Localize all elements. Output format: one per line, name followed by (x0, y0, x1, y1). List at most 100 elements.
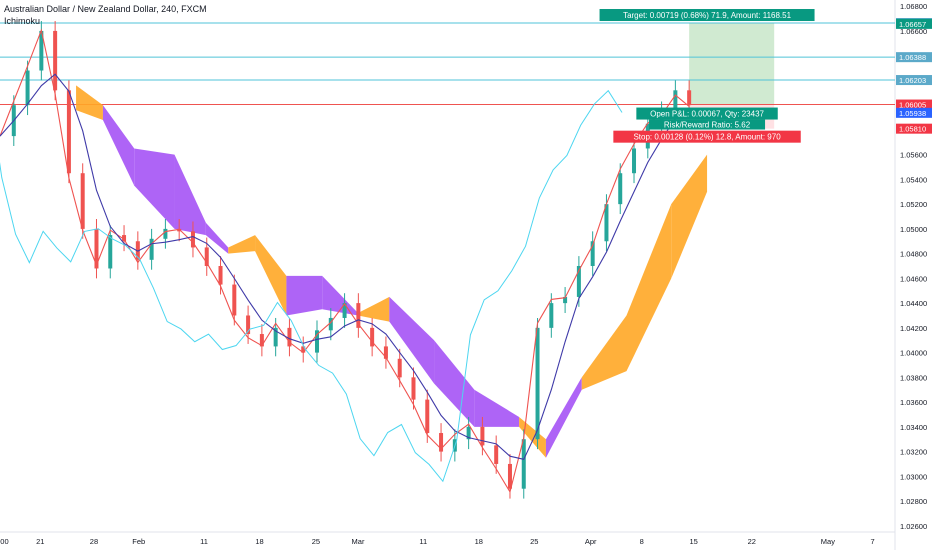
candle-body (190, 231, 195, 248)
x-tick-label: Mar (352, 537, 365, 546)
x-tick-label: 00 (0, 537, 8, 546)
candle-body (480, 426, 485, 446)
candle-body (80, 173, 85, 229)
target-label-bg (599, 9, 815, 22)
candle-body (39, 30, 44, 71)
y-tick-label: 1.03200 (900, 448, 927, 457)
ichimoku-cloud-segment (545, 377, 582, 458)
candle-body (232, 284, 237, 316)
y-tick-label: 1.03800 (900, 373, 927, 382)
ichimoku-cloud-segment (358, 296, 390, 322)
candle-body (673, 90, 678, 112)
y-tick-label: 1.06800 (900, 2, 927, 11)
candle-body (687, 90, 692, 106)
open-pl-label: Open P&L: 0.00067, Qty: 23437 (650, 110, 764, 119)
x-tick-label: 15 (689, 537, 697, 546)
y-tick-label: 1.04600 (900, 274, 927, 283)
candle-body (590, 241, 595, 266)
ichimoku-cloud-segment (174, 154, 206, 236)
price-tag-bg (896, 18, 932, 29)
stop-label: Stop: 0.00128 (0.12%) 12.8, Amount: 970 (633, 133, 781, 142)
target-label: Target: 0.00719 (0.68%) 71.9, Amount: 11… (623, 11, 792, 20)
ichimoku-cloud-segment (255, 235, 287, 316)
y-tick-label: 1.03400 (900, 423, 927, 432)
price-tag: 1.06005 (899, 101, 926, 110)
candle-body (149, 238, 154, 260)
y-tick-label: 1.04400 (900, 299, 927, 308)
x-tick-label: 18 (475, 537, 483, 546)
x-tick-label: 25 (312, 537, 320, 546)
price-tag: 1.05810 (899, 125, 926, 134)
ichimoku-cloud-segment (389, 296, 435, 384)
y-tick-label: 1.03000 (900, 472, 927, 481)
lagging-span (0, 89, 623, 483)
ichimoku-cloud-segment (134, 148, 175, 229)
candle-body (315, 330, 320, 353)
ichimoku-cloud-segment (474, 389, 520, 427)
candle-body (411, 377, 416, 400)
x-tick-label: Apr (585, 537, 597, 546)
candle-body (342, 303, 347, 318)
x-tick-label: 8 (640, 537, 644, 546)
rr-label-bg (649, 119, 766, 130)
x-tick-label: 11 (200, 537, 208, 546)
y-tick-label: 1.05200 (900, 200, 927, 209)
candle-body (549, 303, 554, 328)
ichimoku-cloud-segment (205, 222, 229, 254)
open-pl-label-bg (636, 107, 778, 120)
y-tick-label: 1.05600 (900, 151, 927, 160)
ichimoku-cloud-segment (228, 235, 256, 254)
risk-reward-label: Risk/Reward Ratio: 5.62 (664, 121, 751, 130)
x-tick-label: 11 (419, 537, 427, 546)
candle-body (383, 346, 388, 359)
candle-body (356, 303, 361, 328)
candle-body (108, 235, 113, 269)
x-tick-label: 21 (36, 537, 44, 546)
candle-body (53, 30, 58, 91)
symbol-title: Australian Dollar / New Zealand Dollar, … (4, 4, 207, 14)
price-tag-bg (896, 107, 932, 118)
ichimoku-cloud-segment (286, 275, 323, 316)
candle-body (122, 235, 127, 242)
price-tag: 1.06203 (899, 76, 926, 85)
price-tag-bg (896, 52, 932, 63)
target-zone (689, 23, 775, 105)
candle-body (425, 399, 430, 434)
candle-body (218, 266, 223, 285)
candle-body (466, 426, 471, 440)
ichimoku-cloud-segment (76, 85, 103, 121)
y-tick-label: 1.04800 (900, 250, 927, 259)
candle-body (246, 315, 251, 335)
candle-body (535, 327, 540, 440)
candle-body (287, 327, 292, 347)
x-tick-label: 22 (748, 537, 756, 546)
price-tag-bg (896, 75, 932, 86)
indicator-label[interactable]: Ichimoku (4, 16, 41, 26)
candle-body (521, 439, 526, 489)
candle-body (94, 228, 99, 269)
candle-body (259, 334, 264, 347)
y-tick-label: 1.05400 (900, 175, 927, 184)
candle-body (618, 173, 623, 205)
y-tick-label: 1.04200 (900, 324, 927, 333)
x-tick-label: May (821, 537, 835, 546)
price-tag: 1.05938 (899, 109, 926, 118)
candle-body (273, 327, 278, 347)
y-tick-label: 1.04000 (900, 349, 927, 358)
candle-body (439, 433, 444, 452)
candle-body (163, 228, 168, 239)
candle-body (563, 296, 568, 304)
x-tick-label: 25 (530, 537, 538, 546)
y-tick-label: 1.05000 (900, 225, 927, 234)
conversion-line (0, 28, 690, 494)
ichimoku-cloud-segment (434, 340, 475, 427)
candle-body (177, 228, 182, 232)
base-line (0, 73, 690, 460)
candle-body (397, 358, 402, 378)
price-tag-bg (896, 123, 932, 134)
x-tick-label: 18 (255, 537, 263, 546)
y-tick-label: 1.06600 (900, 27, 927, 36)
candle-body (370, 327, 375, 347)
price-tag: 1.06388 (899, 53, 926, 62)
